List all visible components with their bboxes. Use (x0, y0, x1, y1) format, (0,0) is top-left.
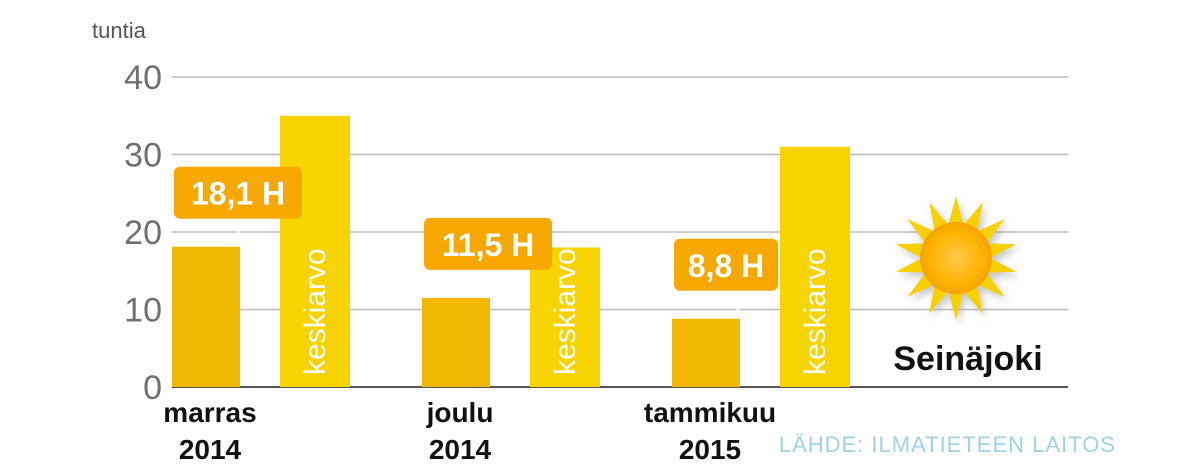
bar-measured-3 (672, 318, 740, 387)
bar-measured-2 (422, 297, 490, 387)
category-label-month: marras (163, 397, 256, 428)
y-tick-label: 40 (124, 59, 162, 97)
y-tick-label: 20 (124, 214, 162, 252)
value-label-3: 8,8 H (688, 248, 764, 284)
bar-average-2 (530, 247, 600, 387)
value-callout-box-1 (174, 166, 302, 219)
bars: keskiarvo keskiarvo keskiarvo (172, 115, 850, 387)
y-tick-labels: 0 10 20 30 40 (124, 59, 162, 407)
value-label-2: 11,5 H (442, 227, 535, 263)
value-callouts: 18,1 H 11,5 H 8,8 H (174, 166, 778, 319)
value-callout-box-2 (424, 217, 552, 270)
bar-measured-1 (172, 246, 240, 387)
average-bar-label: keskiarvo (549, 248, 582, 375)
y-tick-label: 10 (124, 292, 162, 330)
city-label: Seinäjoki (893, 340, 1042, 378)
category-label-month: tammikuu (644, 397, 776, 428)
sun-icon (895, 196, 1017, 320)
bar-average-1 (280, 115, 350, 387)
average-bar-label: keskiarvo (299, 248, 332, 375)
source-label: LÄHDE: ILMATIETEEN LAITOS (779, 432, 1116, 457)
average-bar-label: keskiarvo (799, 248, 832, 375)
value-label-1: 18,1 H (191, 176, 285, 212)
y-unit-label: tuntia (92, 18, 147, 43)
category-label-year: 2015 (679, 434, 741, 465)
category-label-year: 2014 (429, 434, 492, 465)
category-label-year: 2014 (179, 434, 242, 465)
category-labels: marras 2014 joulu 2014 tammikuu 2015 (163, 397, 776, 465)
category-label-month: joulu (426, 397, 494, 428)
bar-average-3 (780, 146, 850, 387)
y-tick-label: 30 (124, 137, 162, 175)
y-tick-label: 0 (143, 369, 162, 407)
value-callout-box-3 (674, 238, 778, 291)
